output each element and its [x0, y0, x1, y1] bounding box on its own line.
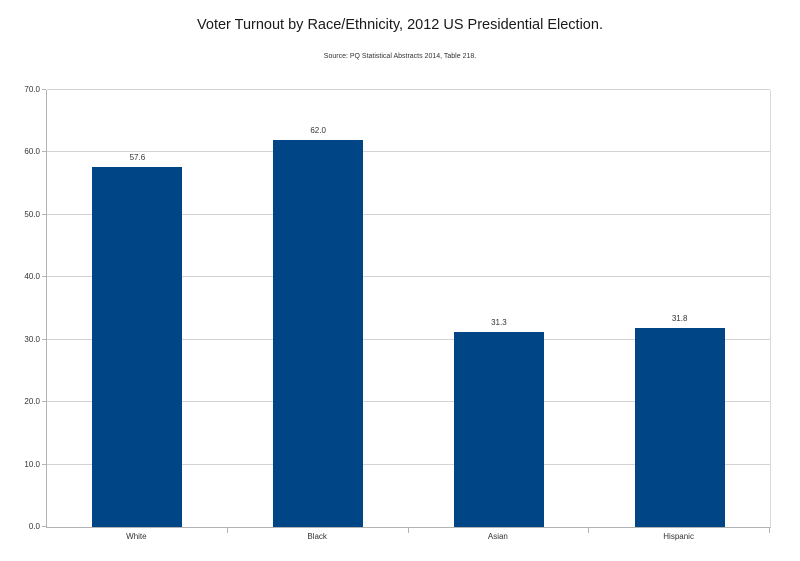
plot-area: 57.6 62.0 31.3 31.8: [42, 89, 771, 533]
bar-value-label: 31.8: [671, 314, 688, 324]
bar: [92, 167, 183, 527]
y-gridline: [47, 401, 770, 403]
y-axis-label: 30.0: [24, 334, 40, 344]
bar: [453, 331, 544, 527]
y-axis-label: 40.0: [24, 272, 40, 282]
y-gridline: [47, 276, 770, 278]
y-axis-label: 10.0: [24, 459, 40, 469]
y-axis-label: 70.0: [24, 85, 40, 94]
y-axis-label: 0.0: [28, 522, 40, 531]
bar-value-label: 62.0: [310, 125, 326, 135]
y-gridline: [47, 338, 770, 340]
y-axis-tick: [42, 338, 46, 340]
y-axis-tick: [42, 213, 46, 215]
y-axis-tick: [42, 401, 46, 403]
y-axis-label: 50.0: [24, 209, 40, 219]
bar-value-label: 31.3: [491, 317, 507, 327]
y-gridline: [47, 89, 770, 90]
x-axis-tick: [588, 528, 590, 533]
y-axis-tick: [42, 526, 46, 527]
y-axis-tick: [42, 89, 46, 90]
x-axis-tick: [226, 528, 228, 533]
bar-value-label: 57.6: [129, 153, 146, 163]
y-gridline: [47, 213, 770, 215]
x-axis-label: Black: [307, 532, 327, 541]
chart-title: Voter Turnout by Race/Ethnicity, 2012 US…: [197, 17, 603, 33]
x-axis-label: Asian: [487, 532, 508, 541]
x-axis-tick: [769, 528, 770, 533]
x-axis-label: Hispanic: [663, 532, 694, 541]
y-axis-label: 20.0: [24, 397, 40, 407]
bar: [634, 328, 725, 527]
chart-subtitle: Source: PQ Statistical Abstracts 2014, T…: [323, 53, 477, 60]
x-axis-label: White: [126, 532, 147, 541]
y-gridline: [47, 463, 770, 465]
y-gridline: [47, 151, 770, 153]
y-axis-tick: [42, 463, 46, 465]
bar: [273, 139, 364, 527]
x-axis-tick: [407, 528, 409, 533]
y-axis-tick: [42, 276, 46, 278]
y-axis-label: 60.0: [24, 147, 40, 157]
y-axis-tick: [42, 151, 46, 153]
